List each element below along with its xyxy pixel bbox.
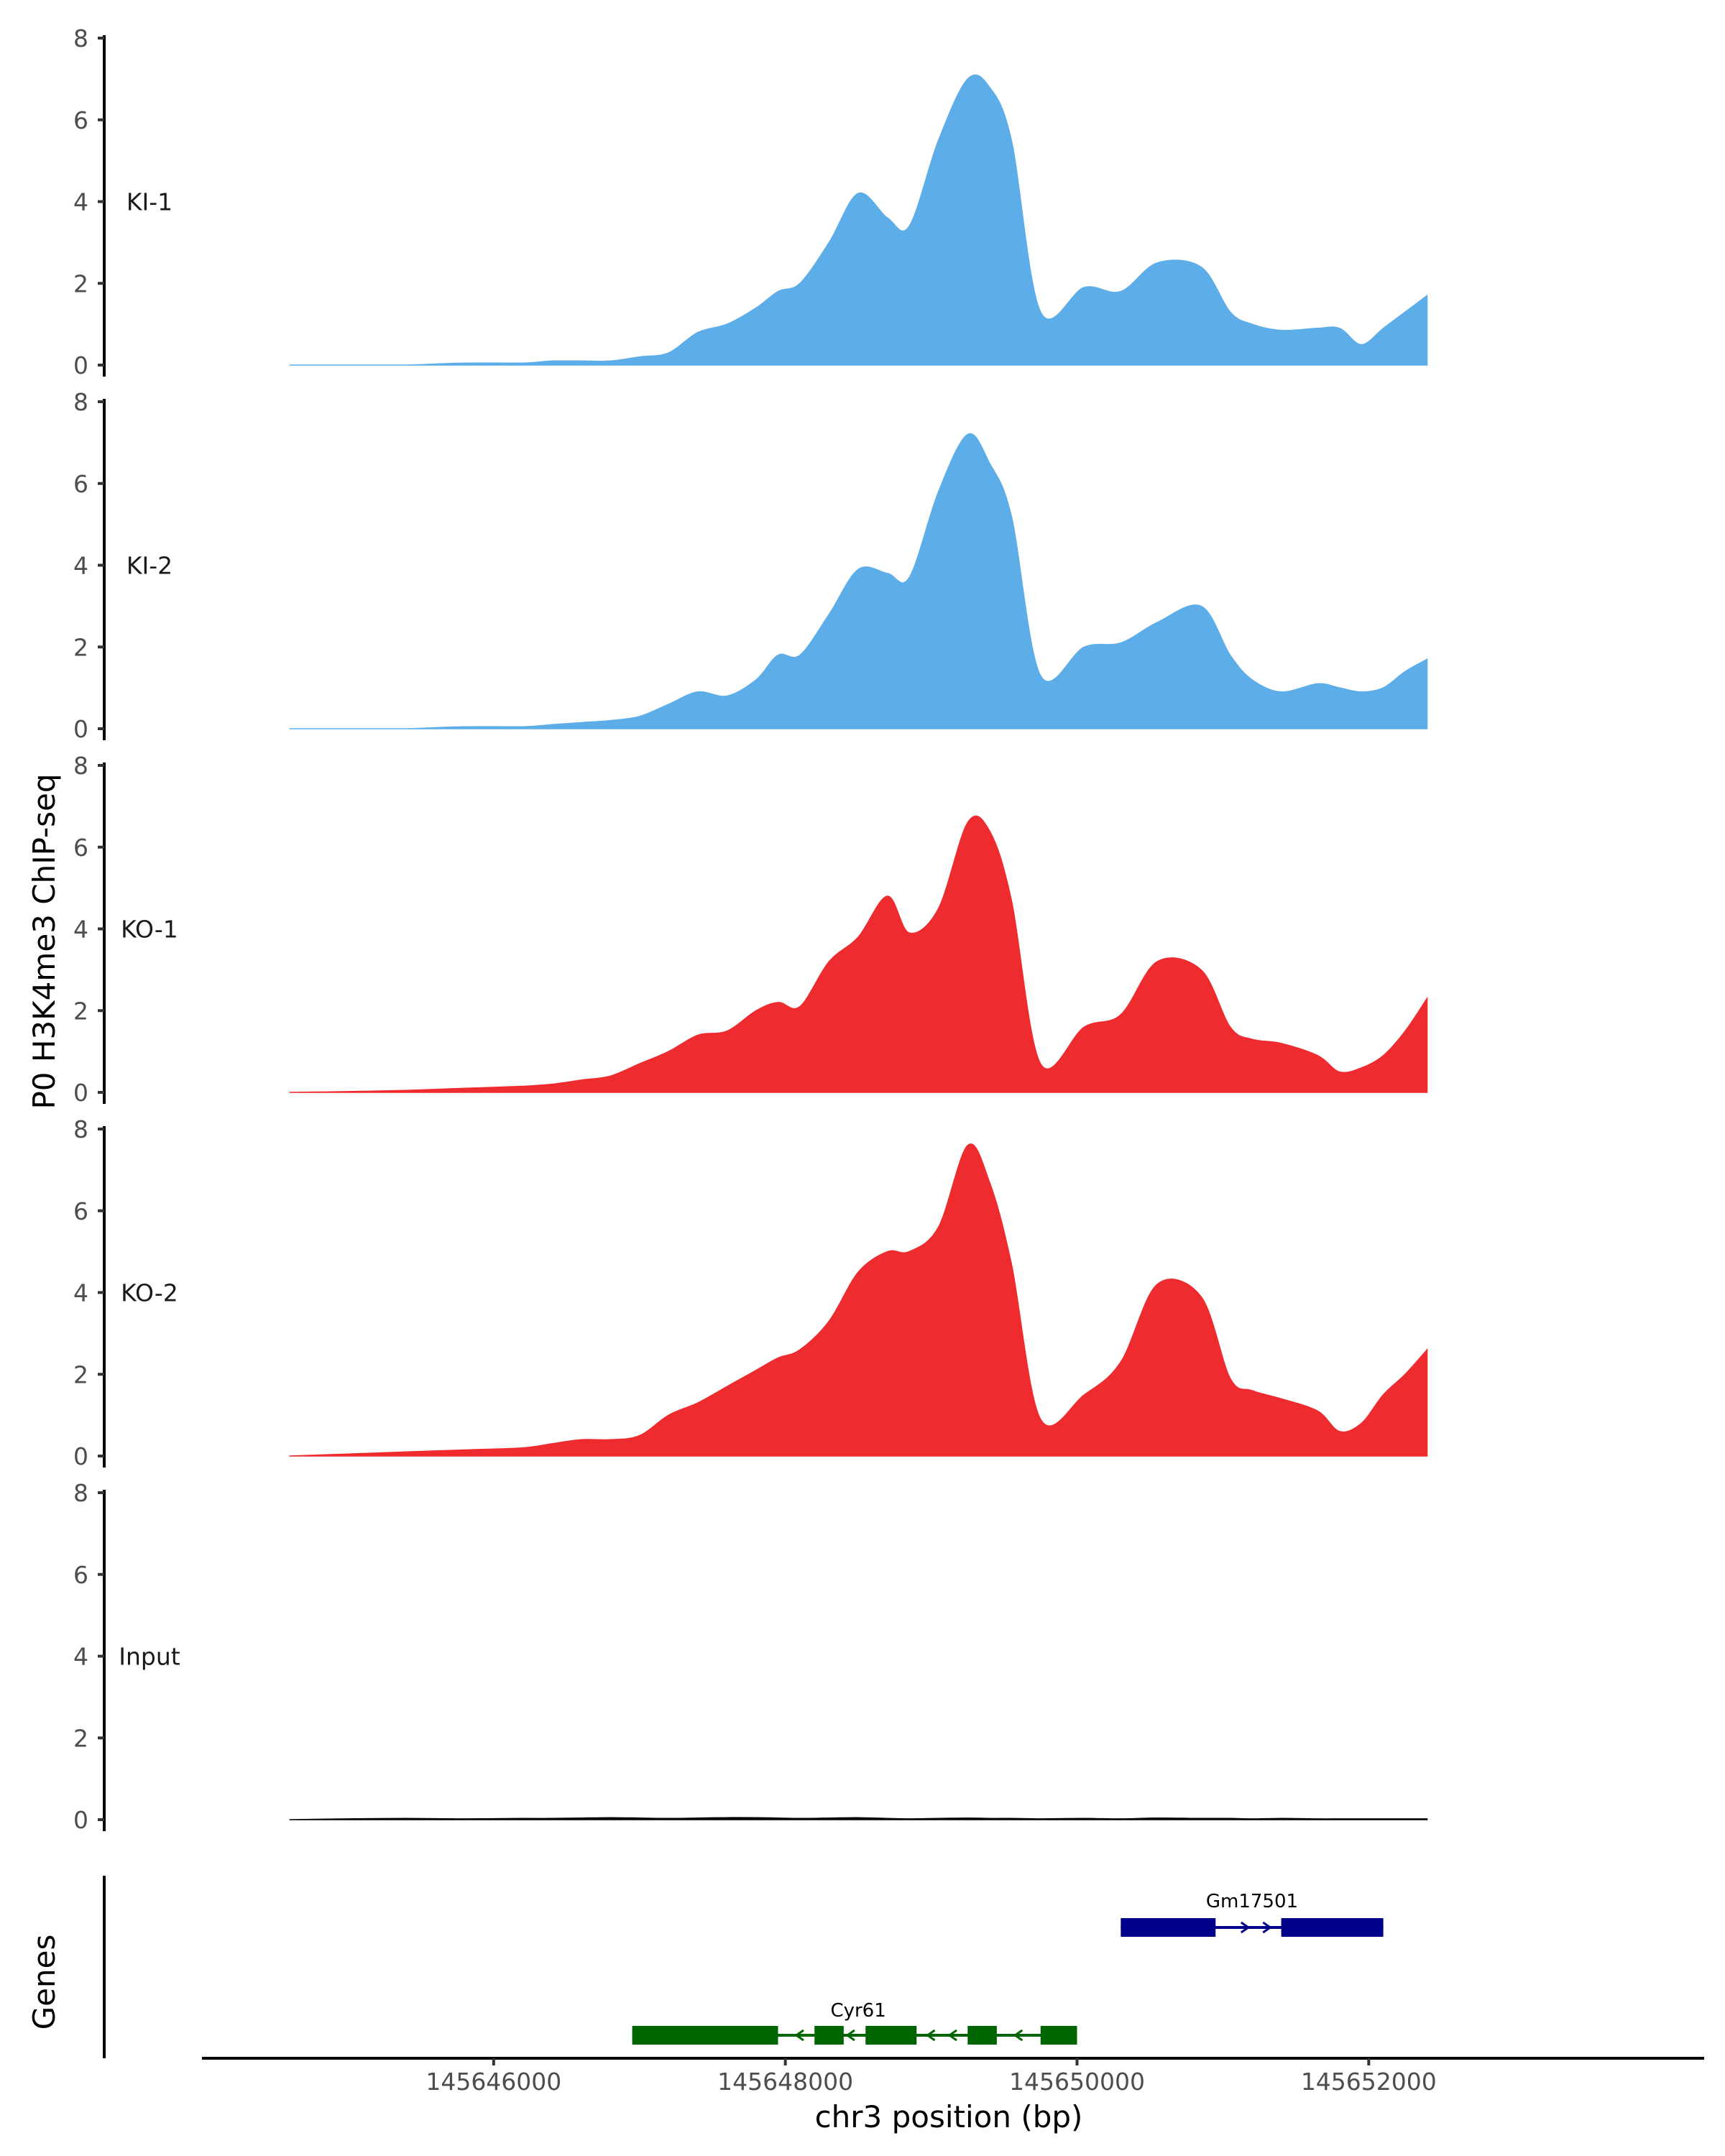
y-tick-label-ko-1-0: 0 <box>73 1079 88 1107</box>
strand-arrow-gm17501-1 <box>1123 1921 1134 1934</box>
gene-exon-cyr61-4 <box>967 2026 997 2045</box>
y-axis-title: P0 H3K4me3 ChIP-seq <box>27 773 62 1109</box>
signal-area-ki-1 <box>289 74 1428 366</box>
y-tick-label-ko-1-4: 4 <box>73 916 88 944</box>
x-tick-label-145652000: 145652000 <box>1301 2068 1437 2096</box>
y-tick-label-ki-2-8: 8 <box>73 388 88 416</box>
y-tick-label-ko-2-0: 0 <box>73 1442 88 1470</box>
gene-exon-gm17501-2 <box>1281 1918 1384 1937</box>
track-ko-2: 0 2 4 6 8 KO-2 <box>73 1115 1428 1470</box>
y-tick-label-input-4: 4 <box>73 1643 88 1671</box>
y-tick-label-ki-1-6: 6 <box>73 106 88 134</box>
gene-exon-cyr61-1 <box>632 2026 778 2045</box>
x-tick-label-145648000: 145648000 <box>717 2068 853 2096</box>
gene-gm17501: Gm17501 <box>1121 1891 1384 1937</box>
gene-label-cyr61: Cyr61 <box>830 2000 886 2022</box>
strand-arrow-cyr61-3 <box>925 2029 936 2042</box>
y-tick-label-input-6: 6 <box>73 1561 88 1589</box>
gene-exon-cyr61-3 <box>865 2026 917 2045</box>
y-tick-label-ko-1-6: 6 <box>73 834 88 862</box>
y-tick-label-ki-1-0: 0 <box>73 351 88 379</box>
x-axis: 145646000 145648000 145650000 145652000 <box>202 2057 1704 2096</box>
y-tick-label-ki-1-2: 2 <box>73 270 88 298</box>
gene-panel: Gm17501 Cyr61 <box>103 1876 1384 2058</box>
track-label-ko-1: KO-1 <box>121 916 178 944</box>
strand-arrow-gm17501-2 <box>1240 1921 1251 1934</box>
y-tick-label-ko-2-2: 2 <box>73 1360 88 1388</box>
x-axis-title: chr3 position (bp) <box>815 2099 1083 2134</box>
track-input: 0 2 4 6 8 Input <box>73 1479 1428 1834</box>
track-ko-1: 0 2 4 6 8 KO-1 <box>73 752 1428 1107</box>
signal-area-ko-2 <box>289 1143 1428 1457</box>
y-tick-label-ko-1-8: 8 <box>73 752 88 780</box>
track-ki-2: 0 2 4 6 8 KI-2 <box>73 388 1428 743</box>
gene-exon-gm17501-1 <box>1121 1918 1216 1937</box>
track-label-ko-2: KO-2 <box>121 1279 178 1307</box>
y-tick-label-ko-2-8: 8 <box>73 1115 88 1143</box>
y-tick-label-ki-1-4: 4 <box>73 188 88 216</box>
track-label-ki-1: KI-1 <box>126 188 172 216</box>
signal-area-input <box>289 1817 1428 1820</box>
track-panels: 0 2 4 6 8 KI-1 0 2 4 6 8 KI-2 0 2 4 6 8 KO-1 0 2 4 6 8 KO-2 0 2 4 6… <box>73 24 1428 1834</box>
y-tick-label-ko-2-4: 4 <box>73 1279 88 1307</box>
strand-arrow-cyr61-1 <box>794 2029 804 2042</box>
y-tick-label-input-0: 0 <box>73 1806 88 1834</box>
signal-area-ki-2 <box>289 433 1428 729</box>
y-tick-label-ki-2-2: 2 <box>73 633 88 661</box>
track-label-input: Input <box>119 1643 180 1671</box>
strand-arrow-cyr61-5 <box>1013 2029 1024 2042</box>
y-tick-label-ki-2-4: 4 <box>73 552 88 580</box>
y-tick-label-input-8: 8 <box>73 1479 88 1507</box>
gene-exon-cyr61-2 <box>814 2026 844 2045</box>
y-tick-label-ki-2-6: 6 <box>73 470 88 498</box>
x-tick-label-145646000: 145646000 <box>426 2068 561 2096</box>
strand-arrow-cyr61-4 <box>947 2029 957 2042</box>
gene-cyr61: Cyr61 <box>632 2000 1077 2045</box>
signal-area-ko-1 <box>289 815 1428 1093</box>
y-tick-label-input-2: 2 <box>73 1724 88 1752</box>
y-tick-label-ko-2-6: 6 <box>73 1197 88 1225</box>
gene-exon-cyr61-5 <box>1040 2026 1077 2045</box>
track-ki-1: 0 2 4 6 8 KI-1 <box>73 24 1428 379</box>
x-tick-label-145650000: 145650000 <box>1009 2068 1145 2096</box>
gene-label-gm17501: Gm17501 <box>1206 1891 1298 1912</box>
y-tick-label-ki-1-8: 8 <box>73 24 88 52</box>
genes-axis-title: Genes <box>27 1935 62 2030</box>
y-tick-label-ko-1-2: 2 <box>73 997 88 1025</box>
strand-arrow-cyr61-2 <box>845 2029 855 2042</box>
y-tick-label-ki-2-0: 0 <box>73 715 88 743</box>
strand-arrow-gm17501-3 <box>1262 1921 1272 1934</box>
track-label-ki-2: KI-2 <box>126 552 172 580</box>
